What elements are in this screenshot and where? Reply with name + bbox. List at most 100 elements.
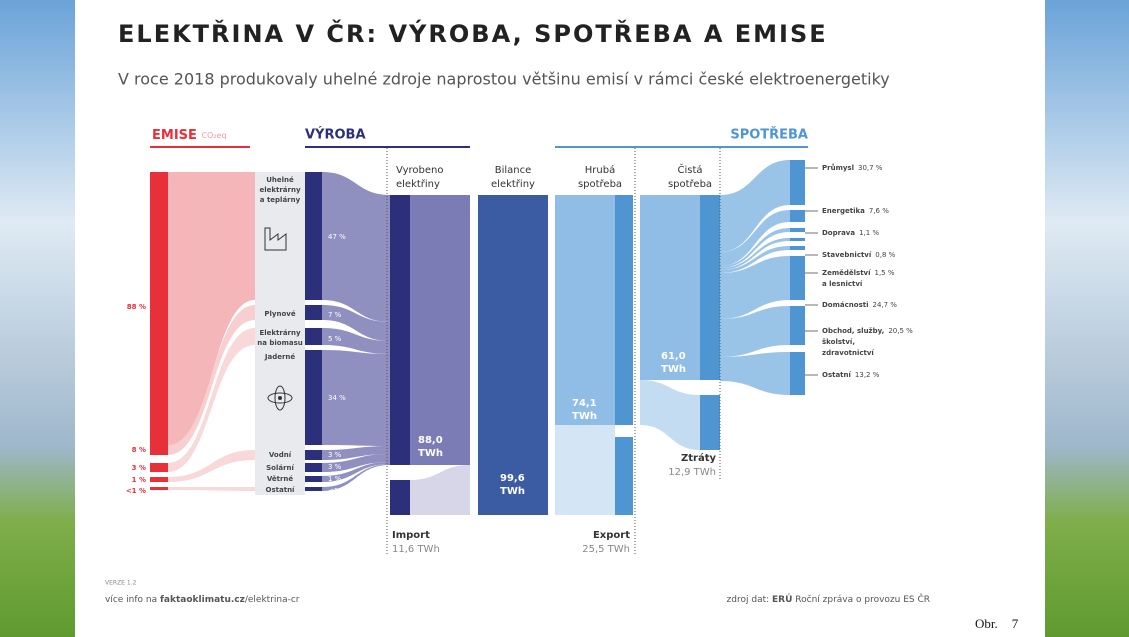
label: spotřeba xyxy=(668,178,712,190)
subtitle: V roce 2018 produkovaly uhelné zdroje na… xyxy=(118,70,890,89)
label: 1 % xyxy=(328,475,342,483)
flow xyxy=(720,160,790,252)
block xyxy=(615,437,633,515)
flow xyxy=(168,305,255,455)
label: školství, xyxy=(822,338,855,346)
section-header: VÝROBA xyxy=(305,127,366,143)
title: ELEKTŘINA V ČR: VÝROBA, SPOTŘEBA A EMISE xyxy=(118,18,828,48)
label: 88,0 xyxy=(418,435,443,446)
source-bar xyxy=(305,328,322,345)
caption: Obr. 7 xyxy=(975,616,1019,631)
label: Energetika 7,6 % xyxy=(822,207,889,215)
label: TWh xyxy=(661,364,686,375)
label: Import xyxy=(392,530,430,541)
flow xyxy=(720,256,790,319)
label: Větrné xyxy=(267,475,294,483)
emission-bar xyxy=(150,463,168,472)
flow xyxy=(322,328,390,354)
label: Průmysl 30,7 % xyxy=(822,163,883,172)
label: Zemědělství 1,5 % xyxy=(822,269,895,277)
label: 25,5 TWh xyxy=(582,544,630,555)
flow xyxy=(168,487,255,491)
label: 3 % xyxy=(328,463,342,471)
label: 5 % xyxy=(328,335,342,343)
source-bar xyxy=(305,476,322,482)
label: a lesnictví xyxy=(822,280,863,288)
label: Hrubá xyxy=(585,164,615,176)
text: Obr. xyxy=(975,616,998,631)
block xyxy=(700,195,720,380)
consumer-bar xyxy=(790,246,805,250)
label: Čistá xyxy=(677,163,702,176)
block xyxy=(390,195,410,465)
source-bar xyxy=(305,172,322,300)
label: 8 % xyxy=(132,446,146,454)
label: Ostatní xyxy=(266,486,296,494)
share: 30,7 % xyxy=(858,164,883,172)
background-photo xyxy=(0,0,75,637)
consumer-bar xyxy=(790,352,805,395)
label: 74,1 xyxy=(572,398,597,409)
label: 34 % xyxy=(328,394,346,402)
label: Domácnosti 24,7 % xyxy=(822,301,897,309)
flow xyxy=(640,380,700,450)
text: 7 xyxy=(1012,616,1019,631)
background-photo xyxy=(1045,0,1129,637)
data-source: zdroj dat: ERÚ Roční zpráva o provozu ES… xyxy=(727,593,930,605)
label: 3 % xyxy=(132,464,146,472)
consumer-bar xyxy=(790,210,805,222)
atom-icon xyxy=(274,385,286,411)
source-column xyxy=(255,172,305,495)
block xyxy=(700,395,720,450)
label: 47 % xyxy=(328,233,346,241)
share: 13,2 % xyxy=(855,371,880,379)
label: Elektrárny xyxy=(259,329,301,337)
label: 61,0 xyxy=(661,351,686,362)
label: na biomasu xyxy=(257,339,303,347)
label: zdravotnictví xyxy=(822,349,874,357)
atom-icon xyxy=(267,392,293,404)
flow xyxy=(720,228,790,268)
share: 24,7 % xyxy=(873,301,898,309)
block xyxy=(555,425,615,515)
flow xyxy=(168,450,255,482)
flow xyxy=(410,465,470,515)
block xyxy=(390,480,410,515)
block xyxy=(640,195,700,380)
label: 12,9 TWh xyxy=(668,467,716,478)
label: 11,6 TWh xyxy=(392,544,440,555)
label: Bilance xyxy=(495,165,532,176)
label: Plynové xyxy=(264,310,295,318)
section-header: EMISE CO₂eq xyxy=(152,128,227,143)
share: 20,5 % xyxy=(888,327,913,335)
text: více info na xyxy=(105,595,160,605)
label: Stavebnictví 0,8 % xyxy=(822,251,896,259)
label: Jaderné xyxy=(264,353,296,361)
consumer-bar xyxy=(790,238,805,241)
flow xyxy=(168,328,255,472)
share: 1,5 % xyxy=(875,269,895,277)
section-header: SPOTŘEBA xyxy=(730,127,808,143)
label: TWh xyxy=(418,448,443,459)
label: Ostatní 13,2 % xyxy=(822,371,880,379)
flow xyxy=(322,350,390,446)
block xyxy=(168,172,255,300)
flow xyxy=(322,464,390,491)
sankey xyxy=(150,148,818,555)
factory-icon xyxy=(264,227,287,251)
block xyxy=(478,195,548,515)
label: Solární xyxy=(266,464,294,472)
flow xyxy=(322,172,390,322)
flow xyxy=(720,352,790,395)
labels: 88 % 8 % 3 % 1 % <1 % Uhelné elektrárny a teplá… xyxy=(126,163,913,555)
text: Roční zpráva o provozu ES ČR xyxy=(792,593,930,605)
flow xyxy=(322,462,390,482)
info-link: více info na faktaoklimatu.cz/elektrina-… xyxy=(105,595,300,605)
label: Vyrobeno xyxy=(396,165,443,176)
label: a teplárny xyxy=(260,196,301,204)
block xyxy=(615,195,633,425)
label: Obchod, služby, 20,5 % xyxy=(822,327,913,335)
atom-icon xyxy=(278,396,282,400)
label: TWh xyxy=(572,411,597,422)
